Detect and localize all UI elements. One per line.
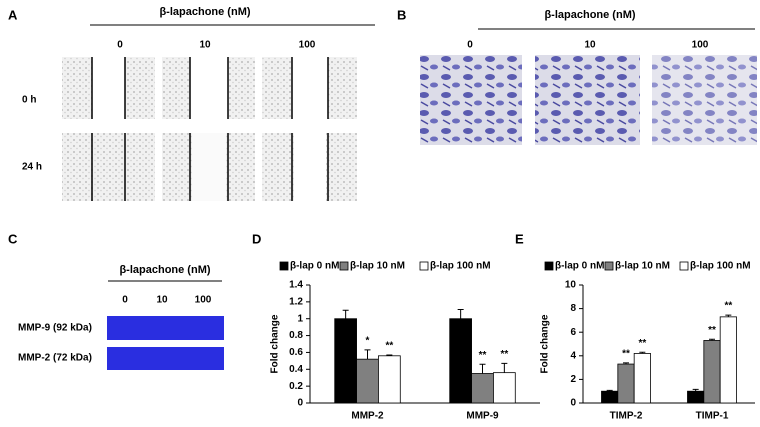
legend-label: β-lap 0 nM <box>555 261 604 272</box>
y-tick-label: 4 <box>570 350 576 361</box>
legend-label: β-lap 100 nM <box>430 261 491 272</box>
error-bar <box>692 388 699 392</box>
panel-title: β-lapachone (nM) <box>159 6 250 18</box>
error-bar <box>623 362 629 365</box>
legend-swatch <box>679 261 689 271</box>
y-tick-label: 1 <box>297 313 303 324</box>
y-tick-label: 0.4 <box>289 364 303 375</box>
y-tick-label: 0.2 <box>289 381 303 392</box>
error-bar <box>479 363 486 374</box>
significance-mark: ** <box>385 341 393 352</box>
y-tick-label: 0 <box>570 398 576 409</box>
column-label: 100 <box>195 295 212 306</box>
error-bar <box>364 349 371 360</box>
error-bar <box>501 362 508 373</box>
column-label: 100 <box>692 40 709 51</box>
significance-mark: * <box>366 336 370 347</box>
panel-label: A <box>8 7 18 22</box>
legend-swatch <box>419 261 429 271</box>
error-bar <box>639 351 646 354</box>
bar <box>617 363 635 404</box>
column-label: 0 <box>467 40 473 51</box>
wound-images <box>62 57 357 201</box>
x-tick-label: MMP-2 <box>351 411 384 422</box>
panel-label: E <box>515 231 524 246</box>
bar <box>356 358 379 404</box>
column-label: 100 <box>299 40 316 51</box>
legend-swatch <box>604 261 614 271</box>
error-bar <box>725 314 732 317</box>
legend-swatch <box>544 261 554 271</box>
legend-swatch <box>279 261 289 271</box>
y-tick-label: 0.6 <box>289 347 303 358</box>
y-tick-label: 0 <box>297 398 303 409</box>
column-label: 10 <box>584 40 596 51</box>
significance-mark: ** <box>638 338 646 349</box>
bar <box>703 340 721 404</box>
bar <box>471 373 494 404</box>
legend-label: β-lap 10 nM <box>615 261 670 272</box>
band-label: MMP-2 (72 kDa) <box>18 353 92 364</box>
column-label: 10 <box>156 295 168 306</box>
column-label: 10 <box>199 40 211 51</box>
error-bar <box>606 389 613 392</box>
column-label: 0 <box>122 295 128 306</box>
y-tick-label: 2 <box>570 374 576 385</box>
row-label: 24 h <box>22 162 42 173</box>
y-tick-label: 1.4 <box>289 280 303 291</box>
y-tick-label: 8 <box>570 303 576 314</box>
panel-title: β-lapachone (nM) <box>544 9 635 21</box>
gel-band <box>107 347 224 370</box>
panel-label: C <box>8 231 18 246</box>
y-tick-label: 6 <box>570 327 576 338</box>
significance-mark: ** <box>479 350 487 361</box>
x-tick-label: MMP-9 <box>466 411 499 422</box>
error-bar <box>386 354 393 356</box>
y-tick-label: 0.8 <box>289 330 303 341</box>
bar <box>449 318 472 404</box>
legend-swatch <box>339 261 349 271</box>
band-label: MMP-9 (92 kDa) <box>18 323 92 334</box>
y-axis-label: Fold change <box>270 314 281 373</box>
significance-mark: ** <box>708 325 716 336</box>
column-label: 0 <box>117 40 123 51</box>
error-bar <box>342 309 349 319</box>
legend-label: β-lap 100 nM <box>690 261 751 272</box>
panel-label: D <box>252 231 261 246</box>
bar <box>601 390 619 404</box>
gel-band <box>107 316 224 340</box>
significance-mark: ** <box>622 349 630 360</box>
significance-mark: ** <box>500 349 508 360</box>
bar <box>493 372 516 404</box>
y-axis-label: Fold change <box>540 314 551 373</box>
error-bar <box>457 308 464 319</box>
y-tick-label: 10 <box>565 280 577 291</box>
x-tick-label: TIMP-2 <box>610 411 643 422</box>
legend-label: β-lap 0 nM <box>290 261 339 272</box>
bar <box>633 353 651 404</box>
y-tick-label: 1.2 <box>289 296 303 307</box>
invasion-images <box>420 55 757 145</box>
bar <box>378 355 401 404</box>
significance-mark: ** <box>724 301 732 312</box>
panel-label: B <box>397 7 406 22</box>
panel-title: β-lapachone (nM) <box>119 264 210 276</box>
bar <box>719 316 737 404</box>
legend-label: β-lap 10 nM <box>350 261 405 272</box>
x-tick-label: TIMP-1 <box>696 411 729 422</box>
bar <box>687 390 705 404</box>
row-label: 0 h <box>22 95 36 106</box>
bar <box>334 318 357 404</box>
error-bar <box>709 338 715 341</box>
